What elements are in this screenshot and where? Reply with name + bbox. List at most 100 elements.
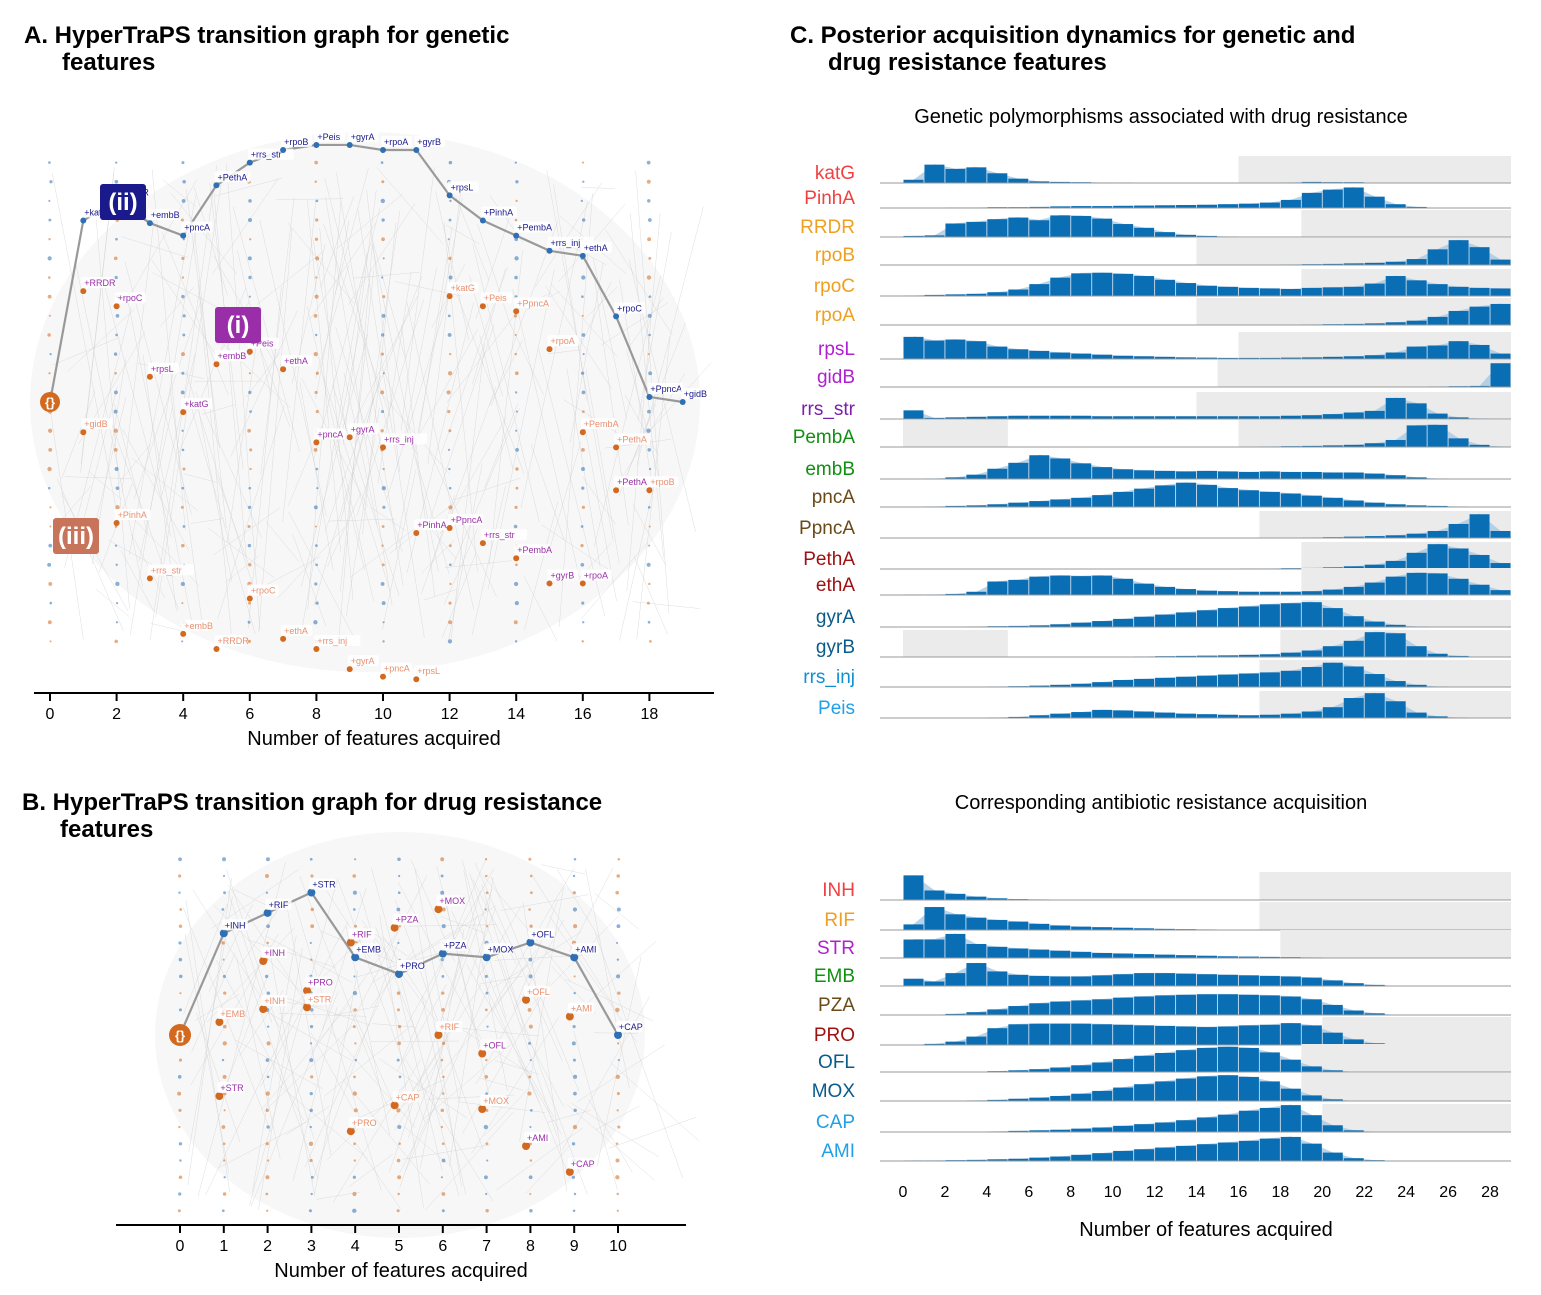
node-label: +rpoC <box>617 303 642 313</box>
acquisition-bar <box>1113 953 1134 958</box>
state-node <box>617 1125 621 1129</box>
ridge-row-label: MOX <box>812 1081 856 1102</box>
background-edge <box>581 541 648 619</box>
node-label: +STR <box>220 1083 244 1093</box>
acquisition-bar <box>1280 996 1301 1015</box>
acquisition-bar <box>1343 323 1364 325</box>
node-label-background <box>647 476 679 488</box>
acquisition-bar <box>1113 679 1134 687</box>
acquisition-bar <box>1197 1027 1217 1045</box>
acquisition-bar <box>945 223 966 237</box>
state-node <box>247 256 252 261</box>
state-node <box>310 1192 313 1196</box>
background-edge <box>605 229 673 335</box>
node-label-background <box>214 171 251 183</box>
state-node <box>646 601 650 605</box>
state-node <box>310 907 315 912</box>
state-node <box>310 924 315 929</box>
background-edge <box>448 888 493 1007</box>
state-node <box>646 160 651 165</box>
node-label-background <box>281 136 313 147</box>
state-node <box>396 991 401 995</box>
x-tick-label: 6 <box>438 1238 447 1255</box>
state-node <box>572 891 576 895</box>
node-label-background <box>614 433 651 445</box>
acquisition-bar <box>1301 667 1322 687</box>
acquisition-bar <box>924 164 945 183</box>
node-label: +rrs_str <box>151 565 182 575</box>
state-node <box>353 1159 357 1162</box>
acquisition-bar <box>987 1159 1008 1161</box>
node-label-background <box>281 355 313 367</box>
acquisition-bar <box>1217 994 1238 1015</box>
node-label-background <box>392 913 419 925</box>
x-tick-label: 28 <box>1481 1184 1499 1201</box>
acquisition-bar <box>924 235 945 237</box>
acquisition-bar <box>1385 204 1406 208</box>
background-edge <box>357 208 425 638</box>
acquisition-bar <box>924 981 945 986</box>
node-label-background <box>580 241 612 253</box>
background-edge <box>226 163 261 631</box>
acquisition-bar <box>1155 1122 1176 1132</box>
acquisition-bar <box>1197 994 1217 1015</box>
state-node <box>308 1141 314 1146</box>
background-edge <box>131 457 199 512</box>
path-callout-box <box>215 307 261 343</box>
acquisition-bar <box>1071 576 1092 595</box>
acquisition-bar <box>1280 357 1301 359</box>
labeled-state-node <box>413 147 420 153</box>
node-label-background <box>580 418 617 430</box>
node-label: +CAP <box>396 1092 420 1102</box>
acquisition-bar <box>1364 502 1385 507</box>
node-label-background <box>392 1091 419 1103</box>
acquisition-bar <box>1301 287 1322 296</box>
state-node <box>249 238 252 241</box>
acquisition-bar <box>1301 357 1322 359</box>
acquisition-bar <box>1113 1059 1134 1072</box>
acquisition-bar <box>1176 655 1197 657</box>
node-label-background <box>214 634 246 646</box>
state-node <box>581 295 584 298</box>
state-node <box>447 448 451 451</box>
state-node <box>315 563 319 567</box>
state-node <box>647 409 651 414</box>
node-label: +CAP <box>619 1022 643 1032</box>
state-node <box>648 295 652 299</box>
state-node <box>48 447 53 452</box>
labeled-state-node <box>280 366 287 373</box>
state-node <box>646 275 652 280</box>
acquisition-bar <box>1113 355 1134 359</box>
node-label: +PRO <box>352 1118 377 1128</box>
labeled-state-node <box>613 487 620 494</box>
acquisition-bar <box>1029 206 1050 208</box>
acquisition-bar <box>1071 1154 1092 1161</box>
acquisition-bar <box>1029 1097 1050 1101</box>
background-edge <box>553 184 588 402</box>
acquisition-bar <box>1448 417 1469 419</box>
state-node <box>264 974 269 979</box>
state-node <box>382 372 385 375</box>
acquisition-bar <box>1113 1024 1134 1045</box>
node-label: +Peis <box>251 339 274 349</box>
node-label: +ethA <box>284 626 308 636</box>
background-edge <box>205 1013 294 1195</box>
labeled-state-node <box>434 1031 443 1039</box>
acquisition-bar <box>945 168 966 183</box>
acquisition-bar <box>1301 445 1322 447</box>
x-tick-label: 0 <box>899 1184 908 1201</box>
state-node <box>315 218 319 222</box>
labeled-state-node <box>679 399 686 405</box>
labeled-state-node <box>579 580 586 587</box>
state-node <box>381 486 386 491</box>
acquisition-bar <box>1197 204 1217 208</box>
acquisition-bar <box>1197 1117 1217 1132</box>
acquisition-bar <box>1301 495 1322 507</box>
acquisition-bar <box>1217 1114 1238 1132</box>
acquisition-bar <box>1238 416 1259 419</box>
acquisition-bar <box>1176 357 1197 359</box>
background-edge <box>197 280 232 634</box>
start-node-label: {} <box>45 395 55 410</box>
state-node <box>527 1007 532 1012</box>
acquisition-bar <box>1176 234 1197 237</box>
